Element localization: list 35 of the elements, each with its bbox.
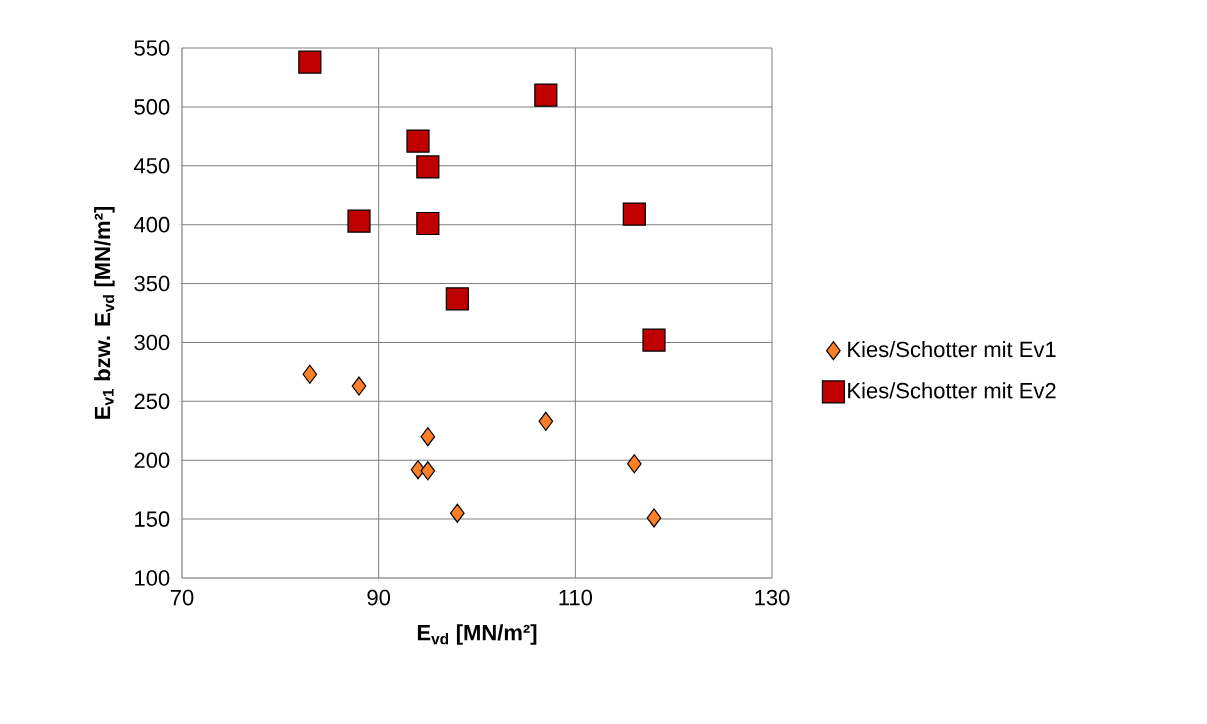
y-tick-label: 100 — [135, 570, 170, 586]
legend-label: Kies/Schotter mit Ev2 — [848, 382, 1056, 399]
point — [302, 364, 318, 384]
y-tick-label: 300 — [134, 334, 170, 351]
point — [626, 454, 642, 474]
x-tick-label: 90 — [367, 589, 391, 606]
point — [406, 129, 430, 153]
point — [351, 376, 367, 396]
y-tick-label: 450 — [134, 157, 170, 174]
y-tick-label: 250 — [134, 393, 170, 410]
point — [642, 328, 666, 352]
point — [646, 508, 662, 528]
point — [622, 202, 646, 226]
x-tick-label: 70 — [170, 589, 194, 606]
point — [416, 155, 440, 179]
point — [445, 287, 469, 311]
point — [298, 50, 322, 74]
y-tick-label: 500 — [134, 99, 170, 115]
x-axis-title: E$_{vd}$ [MN/m²] — [417, 624, 537, 645]
point — [420, 427, 436, 447]
point — [347, 209, 371, 233]
y-tick-label: 350 — [134, 275, 170, 292]
y-tick-label: 400 — [134, 216, 170, 233]
y-tick-label: 150 — [135, 511, 170, 527]
legend-label: Kies/Schotter mit Ev1 — [848, 341, 1056, 358]
y-tick-label: 550 — [134, 40, 170, 56]
point — [420, 461, 436, 481]
point — [534, 83, 558, 107]
x-tick-label: 110 — [559, 589, 592, 606]
point — [449, 503, 465, 523]
point — [416, 211, 440, 236]
point — [538, 411, 554, 431]
y-axis-title: E$_{v1}$ bzw. E$_{vd}$ [MN/m²] — [94, 206, 115, 419]
x-tick-label: 130 — [755, 589, 790, 606]
y-tick-label: 200 — [134, 452, 170, 469]
